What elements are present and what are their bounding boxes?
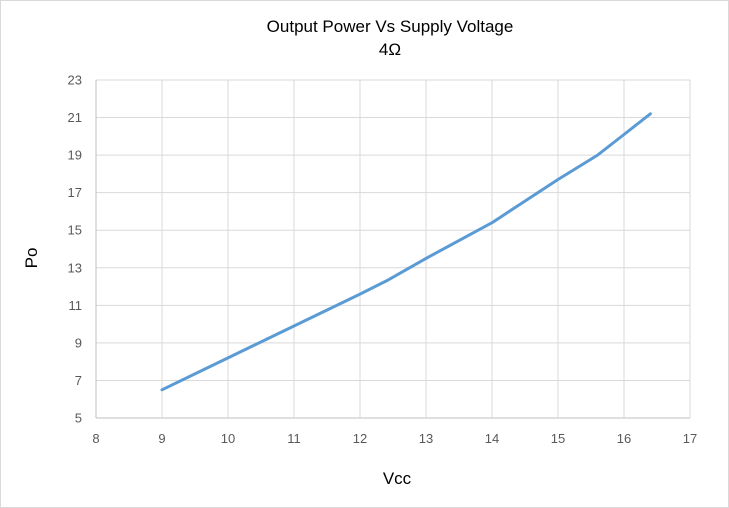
y-tick-label: 19: [68, 148, 82, 163]
x-axis-ticks: 8 9 10 11 12 13 14 15 16 17: [92, 431, 697, 446]
y-tick-label: 23: [68, 73, 82, 88]
x-tick-label: 12: [353, 431, 367, 446]
plot-area: [160, 112, 652, 392]
y-tick-label: 11: [69, 298, 83, 313]
y-tick-label: 15: [68, 223, 82, 238]
y-axis-label: Po: [22, 248, 41, 269]
x-tick-label: 9: [158, 431, 165, 446]
x-tick-label: 16: [617, 431, 631, 446]
x-tick-label: 15: [551, 431, 565, 446]
y-tick-label: 5: [75, 411, 82, 426]
y-tick-label: 13: [68, 260, 82, 275]
x-tick-label: 14: [485, 431, 499, 446]
series-line: [160, 112, 652, 392]
x-tick-label: 17: [683, 431, 697, 446]
y-tick-label: 17: [68, 185, 82, 200]
chart-title: Output Power Vs Supply Voltage: [267, 17, 514, 36]
y-axis-ticks: 5 7 9 11 13 15 17 19 21 23: [68, 73, 82, 426]
x-tick-label: 13: [419, 431, 433, 446]
x-tick-label: 11: [287, 431, 301, 446]
x-tick-label: 10: [221, 431, 235, 446]
x-axis-label: Vcc: [383, 469, 412, 488]
grid: [95, 79, 691, 419]
y-tick-label: 21: [68, 110, 82, 125]
y-tick-label: 9: [75, 335, 82, 350]
y-tick-label: 7: [75, 373, 82, 388]
x-tick-label: 8: [92, 431, 99, 446]
chart-subtitle: 4Ω: [379, 40, 401, 59]
